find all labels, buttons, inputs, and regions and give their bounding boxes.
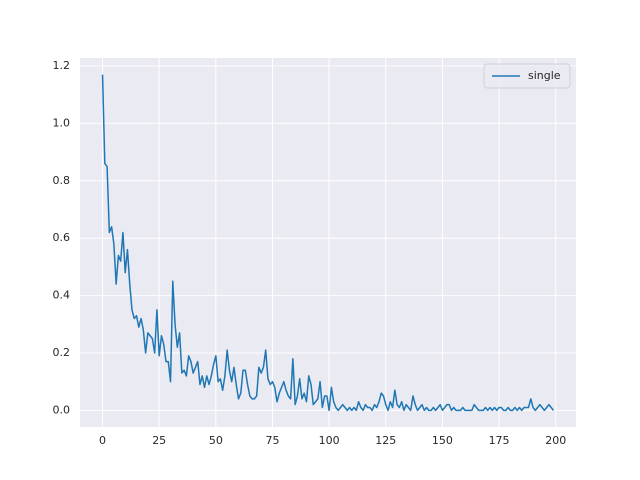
legend-label: single bbox=[528, 69, 561, 82]
y-tick-label: 0.4 bbox=[53, 289, 71, 302]
x-tick-label: 75 bbox=[265, 434, 279, 447]
y-tick-label: 0.6 bbox=[53, 231, 71, 244]
y-tick-label: 0.8 bbox=[53, 174, 71, 187]
series-line bbox=[101, 74, 555, 412]
y-tick-label: 0.0 bbox=[53, 403, 71, 416]
x-tick-label: 25 bbox=[152, 434, 166, 447]
plot-area bbox=[80, 58, 576, 427]
x-tick-label: 50 bbox=[209, 434, 223, 447]
x-tick-label: 125 bbox=[375, 434, 396, 447]
legend-box bbox=[483, 63, 571, 89]
x-tick-label: 0 bbox=[99, 434, 106, 447]
y-tick-label: 1.0 bbox=[53, 116, 71, 129]
x-tick-label: 150 bbox=[432, 434, 453, 447]
y-tick-label: 1.2 bbox=[53, 59, 71, 72]
x-tick-label: 100 bbox=[319, 434, 340, 447]
x-tick-label: 200 bbox=[545, 434, 566, 447]
x-tick-label: 175 bbox=[489, 434, 510, 447]
y-tick-label: 0.2 bbox=[53, 346, 71, 359]
